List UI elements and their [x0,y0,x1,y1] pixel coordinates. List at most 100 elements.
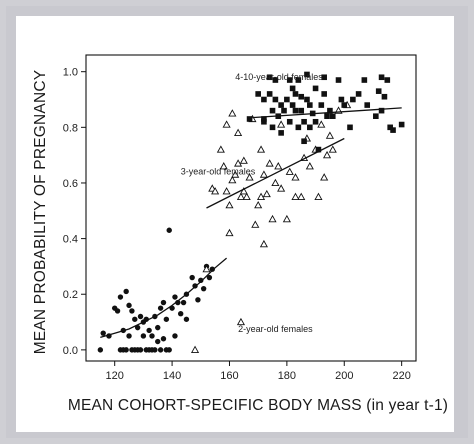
square-point [321,74,327,81]
circle-point [163,316,170,322]
circle-point [117,294,124,300]
square-point [373,113,379,119]
triangle-point [225,200,234,209]
circle-point [149,333,155,339]
circle-point [198,277,204,284]
square-point [304,71,310,78]
square-point [301,138,307,145]
x-tick-label: 120 [106,370,124,382]
square-point [272,77,279,83]
circle-point [172,294,178,300]
circle-point [134,324,141,331]
triangle-point [274,162,283,170]
triangle-point [314,192,323,200]
triangle-point [271,178,280,187]
circle-point [206,274,213,281]
square-point [278,102,284,108]
circle-point [157,347,164,353]
square-point [304,96,310,103]
triangle-point [256,145,266,153]
circle-point [195,297,201,303]
square-point [398,121,405,128]
plot-area: 120 140 160 180 200 220 0.0 0.2 0.4 0.6 0.8 1.0 [63,54,417,382]
triangle-point [190,345,200,353]
annotation-label: 4-10-year-old females [235,72,323,82]
y-tick-label: 0.4 [63,234,78,246]
triangle-point [251,220,260,228]
circle-point [166,347,172,353]
circle-point [137,347,144,353]
x-tick-label: 160 [220,370,238,382]
triangle-point [211,187,220,195]
y-tick-label: 0.0 [63,345,78,357]
circle-point [166,227,172,233]
circle-point [114,308,121,314]
square-point [347,124,353,131]
triangle-point [265,159,274,167]
circle-point [126,333,132,339]
y-tick-label: 0.6 [63,178,78,190]
triangle-point [234,159,243,167]
annotations: 4-10-year-old females 3-year-old females 2… [181,72,324,334]
triangle-point [222,187,231,195]
square-point [298,107,305,114]
triangle-point [277,120,286,128]
square-point [381,93,388,100]
square-point [307,102,313,108]
y-tick-label: 0.8 [63,122,78,134]
circle-point [200,285,207,292]
square-point [378,107,385,114]
square-point [307,124,313,131]
triangle-point [219,162,228,170]
square-point [269,107,276,114]
triangle-point [259,239,268,248]
circle-point [209,266,215,272]
triangle-point [325,131,334,139]
square-point [266,91,273,97]
square-point [321,91,327,97]
circle-point [137,313,144,320]
triangle-point [291,173,300,181]
annotation-label: 2-year-old females [238,324,313,334]
circle-point [183,316,190,322]
square-point [318,102,325,108]
x-axis-title: MEAN COHORT-SPECIFIC BODY MASS (in year … [68,397,448,414]
circle-point [140,333,147,339]
circle-point [126,302,132,309]
square-point [295,77,302,83]
circle-point [172,333,178,339]
circle-point [157,305,164,311]
square-point [361,77,368,83]
square-point [338,96,345,103]
triangle-point [239,156,248,164]
square-point [261,96,267,103]
square-point [284,96,290,103]
square-point [286,77,293,83]
triangle-point [317,120,326,128]
triangle-point [228,175,237,184]
triangle-point [222,120,231,128]
x-tick-label: 200 [335,370,353,382]
triangle-point [236,317,246,326]
square-point [289,102,296,108]
square-point [269,124,276,131]
circle-point [160,299,167,306]
triangle-point [239,187,248,195]
circle-point [160,336,167,342]
triangle-point [282,214,291,223]
y-axis-title: MEAN PROBABILITY OF PREGNANCY [32,70,49,355]
triangle-point [262,189,271,198]
square-point [255,91,261,97]
square-point [289,85,296,92]
y-tick-label: 1.0 [63,67,78,79]
circle-point [155,324,161,331]
triangle-point [225,228,234,237]
circle-point [97,347,104,353]
square-point [292,91,299,97]
triangle-point [202,264,211,273]
y-tick-label: 0.2 [63,289,78,301]
circle-point [123,347,129,353]
circle-point [155,338,161,345]
triangle-point [320,173,329,181]
